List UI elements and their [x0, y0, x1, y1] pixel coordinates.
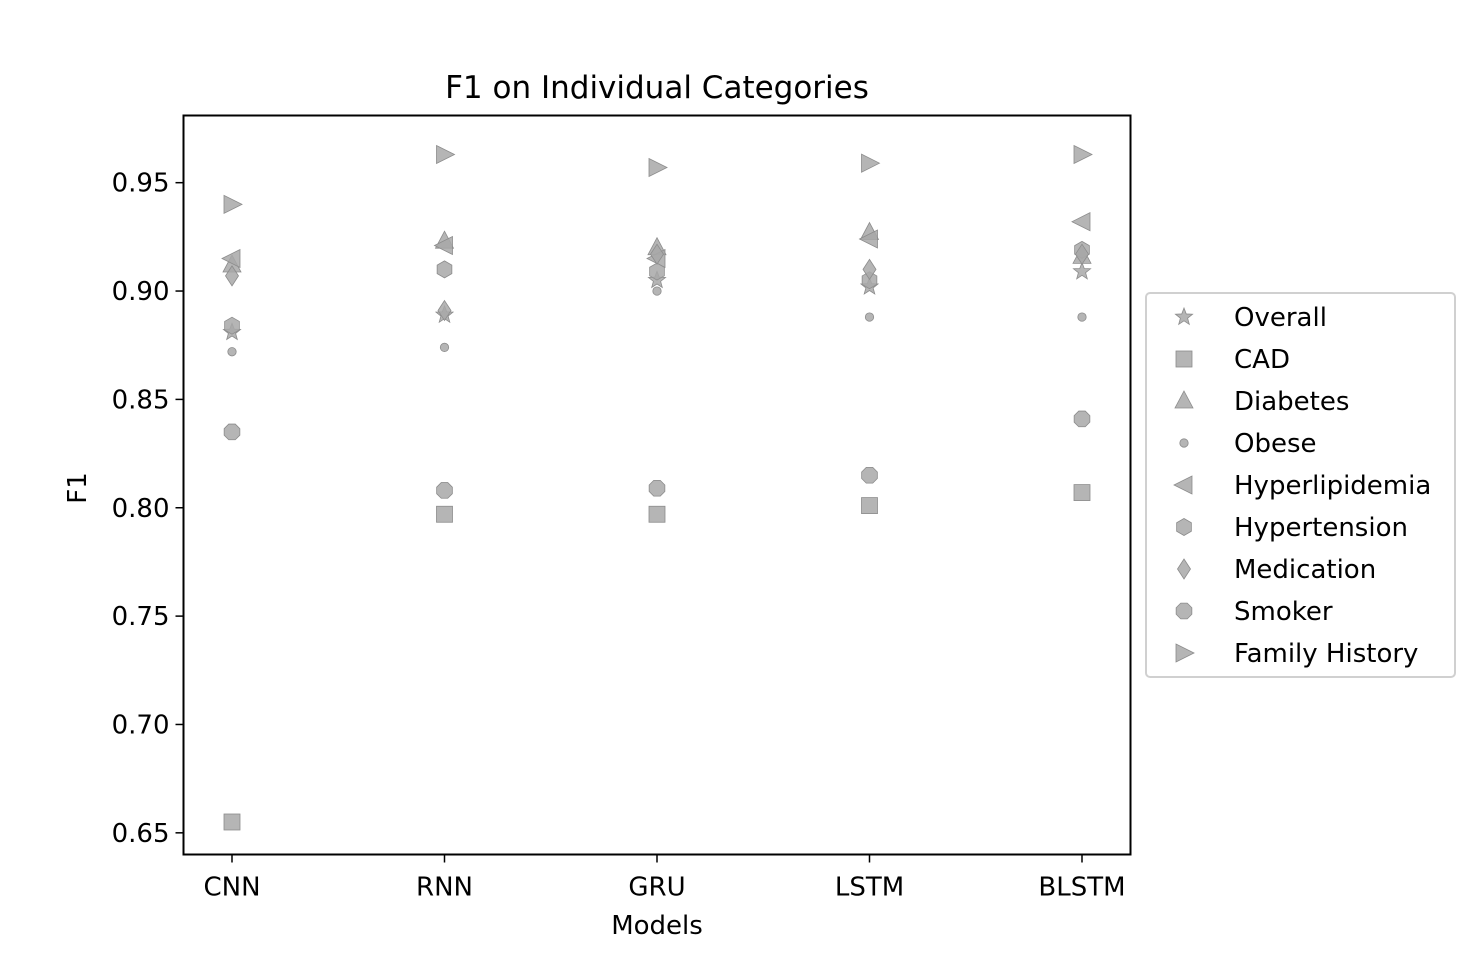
point-cad-rnn — [436, 505, 453, 523]
legend-frame — [1145, 292, 1456, 678]
legend-marker-family-history — [1175, 643, 1195, 663]
point-family-history-cnn — [223, 194, 243, 215]
point-cad-gru — [648, 505, 666, 523]
point-obese-blstm — [1077, 312, 1087, 322]
x-axis-ticks: CNN RNN GRU LSTM BLSTM — [203, 854, 1126, 903]
legend-label-hyperlipidemia: Hyperlipidemia — [1234, 471, 1431, 501]
y-tick-label: 0.70 — [112, 710, 170, 740]
point-smoker-cnn — [223, 423, 241, 441]
point-medication-rnn — [437, 299, 452, 322]
x-tick-label: RNN — [416, 873, 473, 903]
y-tick-label: 0.95 — [112, 169, 170, 199]
point-cad-lstm — [861, 497, 878, 514]
legend-label-hypertension: Hypertension — [1234, 513, 1408, 543]
point-hyperlipidemia-blstm — [1071, 212, 1091, 232]
x-tick-label: LSTM — [835, 873, 904, 903]
legend-marker-diabetes — [1174, 390, 1194, 409]
legend-marker-cad — [1175, 350, 1193, 368]
point-hypertension-gru — [649, 262, 665, 281]
legend-marker-medication — [1177, 558, 1191, 580]
legend-marker-overall — [1174, 306, 1194, 326]
point-obese-cnn — [227, 347, 237, 357]
y-axis-ticks: 0.65 0.70 0.75 0.80 0.85 0.90 0.95 — [112, 169, 184, 849]
point-overall-blstm — [1072, 261, 1092, 280]
legend-marker-hyperlipidemia — [1173, 475, 1193, 495]
y-tick-label: 0.75 — [112, 602, 170, 632]
point-family-history-lstm — [861, 153, 881, 173]
y-tick-label: 0.85 — [112, 385, 170, 415]
legend-marker-hypertension — [1176, 518, 1192, 536]
point-smoker-lstm — [861, 466, 878, 484]
point-hyperlipidemia-cnn — [221, 248, 241, 269]
point-hyperlipidemia-lstm — [858, 229, 878, 249]
legend-label-diabetes: Diabetes — [1234, 387, 1349, 417]
point-obese-lstm — [864, 312, 875, 322]
point-family-history-rnn — [436, 144, 456, 165]
point-hypertension-cnn — [224, 316, 240, 335]
legend-label-overall: Overall — [1234, 303, 1327, 333]
point-hyperlipidemia-rnn — [433, 235, 453, 256]
legend-label-obese: Obese — [1234, 429, 1317, 459]
point-smoker-rnn — [436, 482, 453, 499]
legend-label-medication: Medication — [1234, 555, 1376, 585]
legend-marker-obese — [1179, 438, 1189, 448]
point-obese-gru — [652, 286, 662, 296]
y-tick-label: 0.80 — [112, 494, 170, 524]
point-cad-blstm — [1073, 484, 1091, 501]
x-tick-label: CNN — [203, 873, 260, 903]
point-cad-cnn — [223, 813, 241, 831]
plot-frame — [182, 114, 1132, 856]
x-axis-label: Models — [611, 911, 703, 941]
y-tick-label: 0.65 — [112, 819, 170, 849]
x-tick-label: BLSTM — [1038, 873, 1125, 903]
point-smoker-blstm — [1073, 410, 1091, 428]
x-tick-label: GRU — [628, 873, 685, 903]
point-medication-gru — [650, 243, 664, 265]
point-medication-cnn — [225, 265, 239, 287]
data-points — [221, 144, 1093, 831]
y-tick-label: 0.90 — [112, 277, 170, 307]
chart-title: F1 on Individual Categories — [445, 70, 869, 106]
point-medication-blstm — [1075, 243, 1089, 265]
legend-label-cad: CAD — [1234, 345, 1290, 375]
point-family-history-gru — [648, 157, 668, 178]
legend: Overall CAD Diabetes Obese Hyperlipidemia Hyp… — [1145, 292, 1456, 678]
legend-label-family-history: Family History — [1234, 639, 1418, 669]
legend-marker-smoker — [1175, 602, 1193, 620]
point-family-history-blstm — [1073, 144, 1093, 165]
point-hypertension-lstm — [861, 271, 878, 290]
y-axis-label: F1 — [63, 472, 93, 504]
point-medication-lstm — [862, 258, 877, 281]
point-obese-rnn — [439, 342, 450, 352]
legend-label-smoker: Smoker — [1234, 597, 1333, 627]
point-smoker-gru — [648, 480, 666, 497]
point-hypertension-rnn — [436, 260, 453, 279]
